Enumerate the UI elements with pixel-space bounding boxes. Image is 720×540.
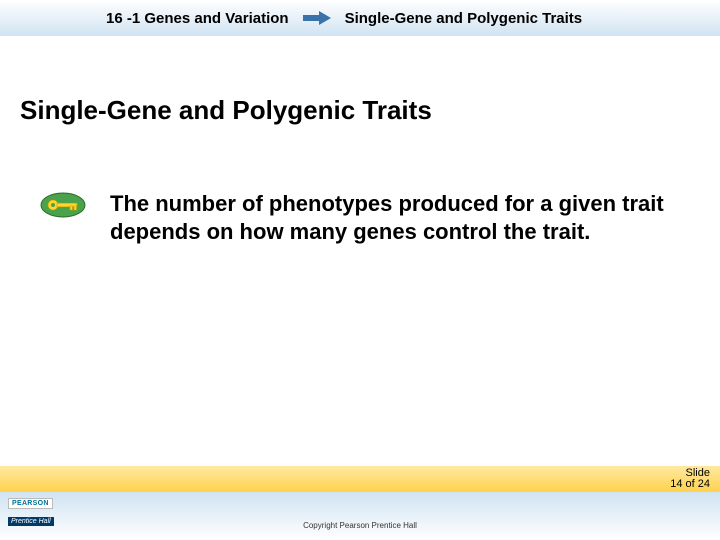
body-text: The number of phenotypes produced for a … — [110, 190, 672, 245]
content-row: The number of phenotypes produced for a … — [40, 190, 672, 245]
page-title: Single-Gene and Polygenic Traits — [20, 95, 432, 126]
key-icon — [40, 192, 86, 223]
arrow-right-icon — [303, 11, 331, 25]
slide-counter-text: 14 of 24 — [670, 479, 710, 490]
slide-counter-bar: Slide 14 of 24 — [0, 466, 720, 492]
copyright-text: Copyright Pearson Prentice Hall — [0, 521, 720, 530]
topic-label: Single-Gene and Polygenic Traits — [345, 10, 583, 27]
header-bar: 16 -1 Genes and Variation Single-Gene an… — [0, 0, 720, 36]
section-label: 16 -1 Genes and Variation — [6, 10, 289, 27]
publisher-top: PEARSON — [8, 498, 53, 509]
publisher-logo: PEARSON Prentice Hall — [8, 492, 64, 522]
footer-bar — [0, 492, 720, 540]
